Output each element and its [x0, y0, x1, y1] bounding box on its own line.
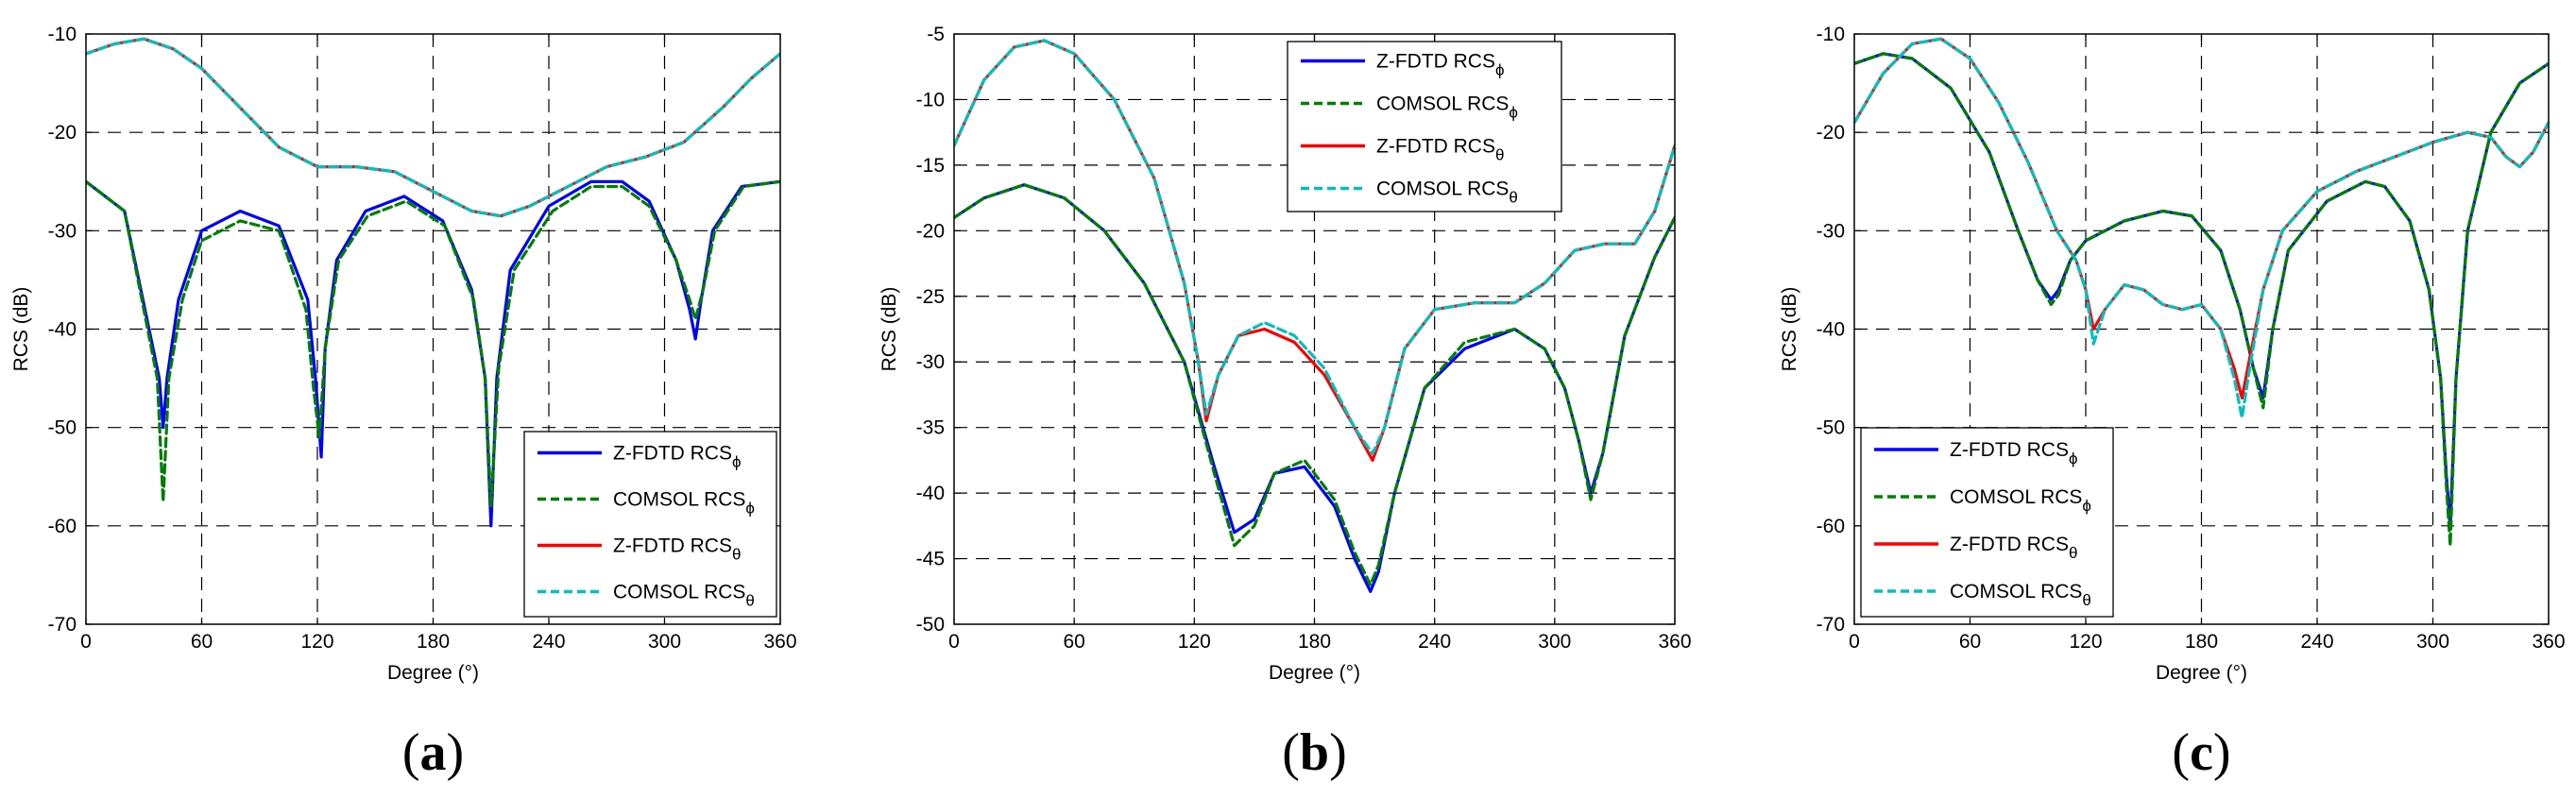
y-tick-label: -10: [1817, 24, 1845, 45]
legend-label-subscript: ϕ: [732, 453, 742, 471]
y-axis-label: RCS (dB): [879, 287, 900, 372]
y-tick-label: -35: [916, 417, 945, 439]
y-tick-label: -40: [1817, 319, 1845, 341]
legend-label-subscript: ϕ: [1509, 104, 1518, 122]
x-axis-label: Degree (°): [2156, 662, 2247, 684]
x-tick-label: 360: [2532, 631, 2565, 653]
legend-label-text: Z-FDTD RCS: [613, 535, 732, 557]
y-tick-label: -50: [48, 417, 77, 439]
legend-label-subscript: θ: [1495, 146, 1504, 164]
y-tick-label: -40: [48, 319, 77, 341]
legend-label-subscript: θ: [2082, 591, 2090, 609]
x-axis-label: Degree (°): [387, 662, 479, 684]
x-axis-label: Degree (°): [1269, 662, 1360, 684]
y-tick-label: -30: [1817, 220, 1845, 242]
x-tick-label: 60: [1063, 631, 1084, 653]
legend-label-text: Z-FDTD RCS: [1950, 534, 2069, 555]
x-tick-label: 240: [532, 631, 565, 653]
x-tick-label: 0: [80, 631, 92, 653]
y-tick-label: -15: [916, 155, 945, 177]
caption-close: ): [2213, 723, 2231, 782]
legend-label-subscript: θ: [745, 592, 754, 610]
legend-label-text: COMSOL RCS: [613, 489, 745, 511]
legend-label-text: COMSOL RCS: [1950, 486, 2082, 508]
y-tick-label: -50: [916, 614, 945, 636]
x-tick-label: 180: [1298, 631, 1331, 653]
caption-open: (: [402, 723, 420, 782]
legend-label-text: COMSOL RCS: [1376, 178, 1509, 200]
y-tick-label: -5: [927, 24, 945, 45]
x-tick-label: 120: [1178, 631, 1211, 653]
x-tick-label: 60: [191, 631, 213, 653]
legend-label-text: COMSOL RCS: [1376, 93, 1509, 115]
chart-panel-b: 0 60 120 180 240 300 360 -5 -10 -15 -20 -25 -30 -35 -4…: [879, 24, 1692, 782]
panel-caption: (a): [402, 723, 464, 782]
caption-letter: c: [2190, 723, 2213, 782]
legend-label-subscript: ϕ: [745, 500, 755, 518]
y-tick-label: -70: [48, 614, 77, 636]
legend-label-subscript: ϕ: [1495, 61, 1505, 79]
x-tick-label: 360: [1658, 631, 1691, 653]
y-tick-label: -70: [1817, 614, 1845, 636]
panel-caption: (b): [1282, 723, 1346, 782]
x-tick-label: 180: [417, 631, 450, 653]
chart-panel-c: 0 60 120 180 240 300 360 -10 -20 -30 -40 -50 -60 -70 D…: [1779, 24, 2566, 782]
figure-canvas: 0 60 120 180 240 300 360-10-20-30-40-50-60-70D…: [0, 0, 2576, 798]
x-tick-label: 300: [2416, 631, 2449, 653]
x-tick-label: 180: [2185, 631, 2218, 653]
y-tick-label: -25: [916, 286, 945, 308]
x-tick-label: 240: [2300, 631, 2333, 653]
y-tick-label: -20: [916, 220, 945, 242]
y-tick-label: -30: [48, 220, 77, 242]
y-tick-label: -10: [916, 89, 945, 110]
x-tick-label: 60: [1959, 631, 1981, 653]
y-tick-label: -30: [916, 351, 945, 373]
caption-letter: b: [1300, 723, 1329, 782]
y-tick-label: -20: [1817, 122, 1845, 144]
caption-open: (: [2172, 723, 2190, 782]
y-tick-label: -45: [916, 549, 945, 570]
x-tick-label: 0: [1849, 631, 1860, 653]
x-tick-label: 300: [648, 631, 681, 653]
y-tick-label: -60: [1817, 516, 1845, 537]
caption-close: ): [1329, 723, 1347, 782]
legend-label-text: COMSOL RCS: [1950, 581, 2082, 603]
legend-label-text: COMSOL RCS: [613, 582, 745, 603]
caption-close: ): [447, 723, 465, 782]
x-tick-label: 360: [763, 631, 796, 653]
y-tick-label: -10: [48, 24, 77, 45]
caption-open: (: [1282, 723, 1300, 782]
y-tick-label: -50: [1817, 417, 1845, 439]
x-tick-label: 240: [1418, 631, 1451, 653]
legend-label-subscript: θ: [1509, 189, 1517, 207]
x-tick-label: 0: [948, 631, 960, 653]
legend-label-text: Z-FDTD RCS: [1376, 136, 1495, 158]
x-tick-label: 300: [1538, 631, 1571, 653]
y-axis-label: RCS (dB): [10, 287, 32, 372]
legend-label-subscript: θ: [2069, 544, 2077, 562]
legend: Z-FDTD RCSϕCOMSOL RCSϕZ-FDTD RCSθCOMSOL …: [1861, 428, 2113, 617]
x-tick-label: 120: [2069, 631, 2102, 653]
legend-label-subscript: ϕ: [2069, 450, 2078, 467]
legend-label-subscript: ϕ: [2082, 497, 2091, 515]
legend-label-text: Z-FDTD RCS: [613, 443, 732, 465]
y-tick-label: -40: [916, 483, 945, 504]
legend-label-subscript: θ: [732, 546, 741, 564]
legend-label-text: Z-FDTD RCS: [1950, 439, 2069, 461]
panel-caption: (c): [2172, 723, 2230, 782]
legend-label-text: Z-FDTD RCS: [1376, 51, 1495, 73]
caption-letter: a: [420, 723, 447, 782]
y-tick-label: -60: [48, 516, 77, 537]
y-axis-label: RCS (dB): [1779, 287, 1800, 372]
x-tick-label: 120: [300, 631, 333, 653]
y-tick-label: -20: [48, 122, 77, 144]
chart-panel-a: 0 60 120 180 240 300 360 -10 -20 -30 -40 -50 -60 -70 D…: [10, 24, 797, 782]
